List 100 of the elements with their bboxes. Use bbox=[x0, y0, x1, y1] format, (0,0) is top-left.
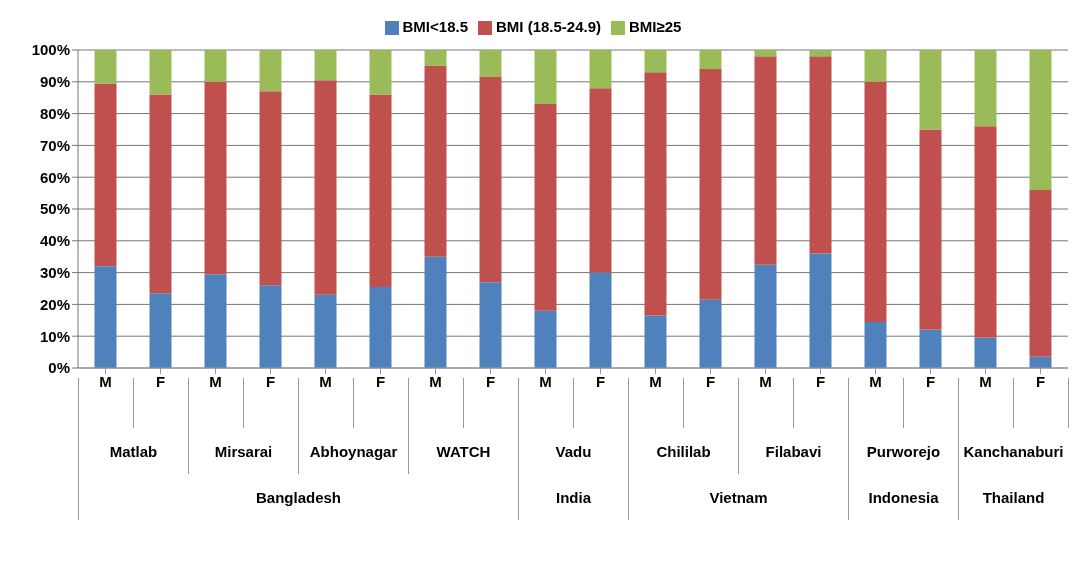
y-tick-label: 30% bbox=[39, 263, 70, 281]
bar bbox=[589, 272, 612, 368]
text: Mirsarai bbox=[188, 428, 298, 474]
bar bbox=[974, 126, 997, 338]
bar bbox=[699, 299, 722, 368]
bar bbox=[809, 253, 832, 368]
x-tick-label: M bbox=[759, 372, 772, 390]
text: Purworejo bbox=[848, 428, 958, 474]
bar bbox=[369, 94, 392, 287]
text: Indonesia bbox=[848, 474, 958, 520]
x-tick-label: F bbox=[595, 372, 606, 390]
bar bbox=[919, 129, 942, 330]
x-tick-label: M bbox=[99, 372, 112, 390]
bar bbox=[479, 50, 502, 78]
bar bbox=[1029, 189, 1052, 357]
bar bbox=[369, 286, 392, 368]
bar bbox=[974, 50, 997, 127]
bar bbox=[644, 50, 667, 73]
bar bbox=[919, 329, 942, 368]
text: WATCH bbox=[408, 428, 518, 474]
legend-label: BMI≥25 bbox=[629, 18, 682, 35]
x-tick-label: M bbox=[319, 372, 332, 390]
bar bbox=[479, 77, 502, 283]
bar bbox=[94, 266, 117, 368]
bar bbox=[974, 337, 997, 368]
x-tick-label: F bbox=[1035, 372, 1046, 390]
bar bbox=[699, 69, 722, 300]
bar bbox=[149, 94, 172, 294]
text: Abhoynagar bbox=[298, 428, 408, 474]
bar bbox=[809, 56, 832, 254]
text: India bbox=[518, 474, 628, 520]
bar bbox=[699, 50, 722, 70]
bar bbox=[259, 50, 282, 92]
bar bbox=[644, 72, 667, 316]
bar bbox=[94, 83, 117, 267]
bar bbox=[589, 88, 612, 273]
bar bbox=[534, 50, 557, 105]
text: Thailand bbox=[958, 474, 1068, 520]
bar bbox=[479, 282, 502, 368]
bar bbox=[919, 50, 942, 130]
bar bbox=[754, 56, 777, 265]
y-tick-label: 100% bbox=[31, 41, 70, 59]
bar bbox=[424, 256, 447, 368]
bar bbox=[424, 50, 447, 66]
y-tick-label: 20% bbox=[39, 295, 70, 313]
bar bbox=[204, 274, 227, 368]
legend-label: BMI (18.5-24.9) bbox=[495, 18, 602, 35]
text: Filabavi bbox=[738, 428, 848, 474]
bar bbox=[754, 264, 777, 368]
bar bbox=[259, 91, 282, 286]
x-tick-label: M bbox=[429, 372, 442, 390]
y-tick-label: 50% bbox=[39, 200, 70, 218]
x-tick-label: M bbox=[539, 372, 552, 390]
bar bbox=[534, 310, 557, 368]
bar bbox=[149, 50, 172, 95]
text: Bangladesh bbox=[78, 474, 518, 520]
bar bbox=[644, 315, 667, 368]
y-tick-label: 0% bbox=[48, 359, 70, 377]
bar bbox=[314, 50, 337, 81]
x-tick-label: F bbox=[265, 372, 276, 390]
bar bbox=[1029, 50, 1052, 190]
x-tick-label: M bbox=[649, 372, 662, 390]
text: Vietnam bbox=[628, 474, 848, 520]
x-tick-label: F bbox=[155, 372, 166, 390]
y-tick-label: 10% bbox=[39, 327, 70, 345]
bar bbox=[589, 50, 612, 89]
text: Vadu bbox=[518, 428, 628, 474]
x-tick-label: F bbox=[705, 372, 716, 390]
y-tick-label: 80% bbox=[39, 104, 70, 122]
bar bbox=[864, 50, 887, 82]
bar bbox=[204, 50, 227, 82]
bar bbox=[149, 293, 172, 368]
y-tick-label: 60% bbox=[39, 168, 70, 186]
bar bbox=[864, 321, 887, 368]
text: Kanchanaburi bbox=[958, 428, 1068, 474]
bar bbox=[864, 81, 887, 322]
x-tick-label: F bbox=[925, 372, 936, 390]
bar bbox=[1029, 356, 1052, 368]
bar bbox=[314, 80, 337, 295]
x-tick-label: M bbox=[979, 372, 992, 390]
bar bbox=[534, 104, 557, 311]
legend-label: BMI<18.5 bbox=[402, 18, 468, 35]
bar bbox=[94, 50, 117, 84]
bar bbox=[204, 81, 227, 275]
x-tick-label: M bbox=[209, 372, 222, 390]
y-tick-label: 40% bbox=[39, 232, 70, 250]
x-tick-label: F bbox=[485, 372, 496, 390]
bar bbox=[754, 50, 777, 57]
bar bbox=[369, 50, 392, 95]
y-tick-label: 90% bbox=[39, 73, 70, 91]
text: Chililab bbox=[628, 428, 738, 474]
bar bbox=[314, 294, 337, 368]
x-tick-label: M bbox=[869, 372, 882, 390]
text: Matlab bbox=[78, 428, 188, 474]
x-tick-label: F bbox=[815, 372, 826, 390]
bar bbox=[424, 65, 447, 257]
bar bbox=[809, 50, 832, 57]
y-tick-label: 70% bbox=[39, 136, 70, 154]
bar bbox=[259, 285, 282, 368]
x-tick-label: F bbox=[375, 372, 386, 390]
